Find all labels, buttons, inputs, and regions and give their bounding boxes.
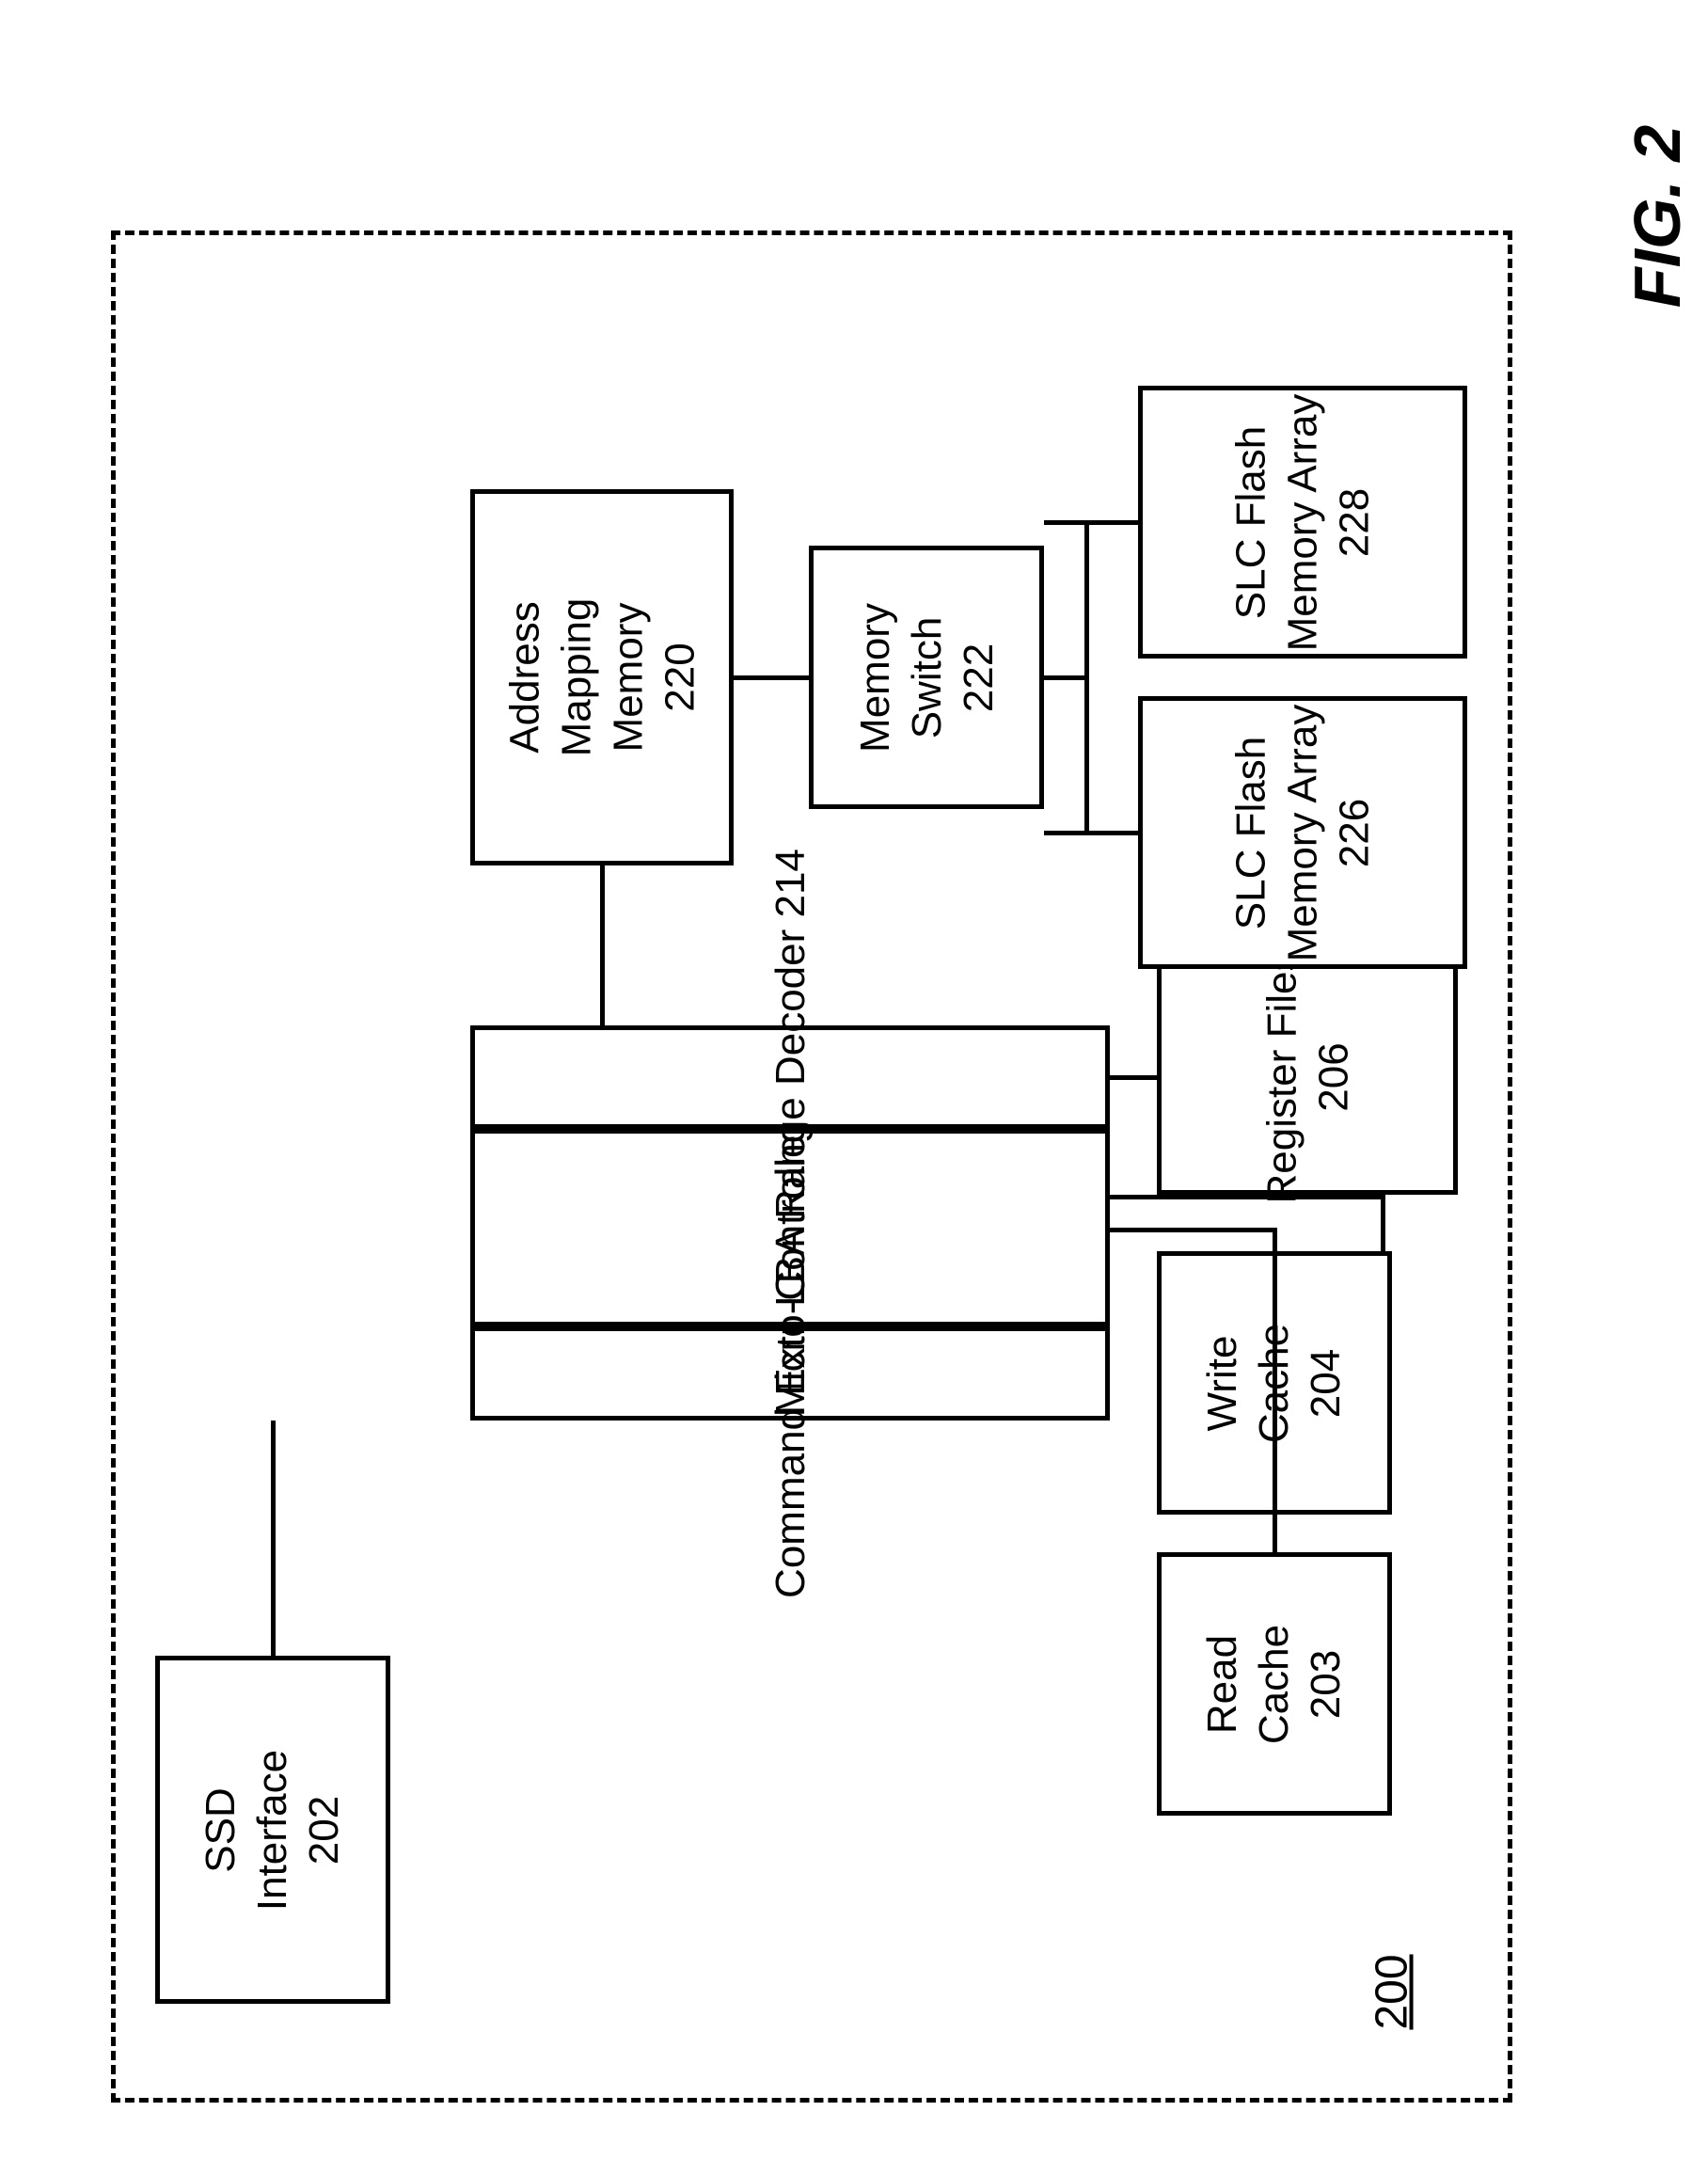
block-lba: LBA Range Decoder 214 <box>470 1025 1110 1129</box>
block-memsw: MemorySwitch222 <box>809 546 1044 809</box>
reference-number: 200 <box>1367 1954 1418 2029</box>
block-ssd-label: SSDInterface202 <box>196 1749 351 1910</box>
connector-4 <box>1273 1228 1277 1552</box>
figure-label: FIG. 2 <box>1620 125 1695 308</box>
connector-3 <box>1110 1228 1274 1232</box>
block-reg: Register Files206 <box>1157 960 1458 1195</box>
connector-9 <box>1044 520 1138 525</box>
block-slc2-label: SLC FlashMemory Array228 <box>1225 393 1380 651</box>
block-addr-label: AddressMappingMemory220 <box>498 598 705 757</box>
block-ssd: SSDInterface202 <box>155 1656 390 2004</box>
connector-11 <box>1044 675 1089 680</box>
connector-7 <box>1110 1075 1157 1080</box>
block-slc1: SLC FlashMemory Array226 <box>1138 696 1467 969</box>
block-addr: AddressMappingMemory220 <box>470 489 734 865</box>
connector-2 <box>734 675 809 680</box>
connector-6 <box>1381 1195 1385 1251</box>
block-slc1-label: SLC FlashMemory Array226 <box>1225 704 1380 961</box>
block-memsw-label: MemorySwitch222 <box>849 603 1004 753</box>
connector-8 <box>1044 831 1138 835</box>
connector-0 <box>271 1421 276 1656</box>
block-lba-label: LBA Range Decoder 214 <box>764 849 815 1307</box>
block-read-label: ReadCache203 <box>1197 1624 1352 1743</box>
connector-5 <box>1110 1195 1383 1199</box>
block-reg-label: Register Files206 <box>1256 951 1359 1204</box>
block-slc2: SLC FlashMemory Array228 <box>1138 386 1467 659</box>
block-read: ReadCache203 <box>1157 1552 1392 1816</box>
connector-1 <box>600 865 605 1025</box>
